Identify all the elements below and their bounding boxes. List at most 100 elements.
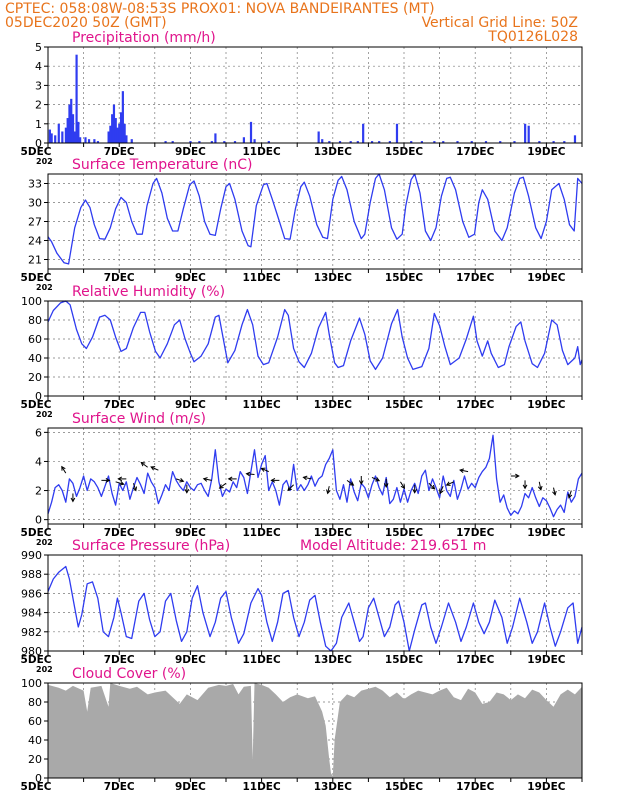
header-run-time: 05DEC2020 50Z (GMT) — [5, 15, 167, 31]
temp-year-fragment: 202 — [36, 283, 53, 292]
pressure-xtick-label-4: 13DEC — [314, 654, 353, 666]
wind-arrow-head-29 — [515, 473, 520, 479]
cloud-ytick-label-4: 80 — [28, 696, 42, 709]
wind-arrow-head-24 — [412, 488, 418, 494]
precip-bar-41 — [267, 141, 270, 143]
precip-ytick-label-1: 1 — [35, 118, 42, 131]
cloud-xtick-label-2: 9DEC — [175, 781, 206, 793]
wind-arrow-head-30 — [522, 484, 528, 490]
wind-xtick-label-5: 15DEC — [385, 527, 424, 539]
wind-arrow-27 — [446, 481, 455, 486]
precip-ytick-label-4: 4 — [35, 60, 42, 73]
temp-xtick-label-1: 7DEC — [104, 272, 135, 284]
precip-xtick-label-2: 9DEC — [175, 146, 206, 158]
precip-bar-10 — [73, 131, 76, 143]
precip-bar-55 — [433, 141, 436, 143]
wind-arrow-10 — [203, 478, 212, 481]
wind-arrow-head-21 — [375, 477, 381, 482]
pressure-ytick-label-4: 988 — [21, 568, 42, 581]
humidity-xtick-label-6: 17DEC — [456, 399, 495, 411]
wind-arrow-8 — [176, 478, 184, 482]
precip-xtick-label-6: 17DEC — [456, 146, 495, 158]
pressure-xtick-label-5: 15DEC — [385, 654, 424, 666]
cloud-ytick-label-2: 40 — [28, 734, 42, 747]
wind-arrow-0 — [61, 466, 67, 474]
humidity-xtick-label-2: 9DEC — [175, 399, 206, 411]
wind-arrow-head-16 — [287, 486, 293, 492]
humidity-xtick-label-3: 11DEC — [242, 399, 281, 411]
precip-bar-29 — [130, 139, 133, 143]
precip-bar-38 — [242, 137, 245, 143]
precip-bar-24 — [118, 123, 121, 143]
humidity-ytick-label-1: 20 — [28, 371, 42, 384]
wind-arrow-5 — [132, 483, 137, 491]
wind-xtick-label-3: 11DEC — [242, 527, 281, 539]
humidity-title: Relative Humidity (%) — [72, 284, 225, 300]
wind-arrow-head-12 — [227, 476, 233, 482]
precip-bar-14 — [84, 137, 87, 143]
cloud-ytick-label-1: 20 — [28, 753, 42, 766]
precip-bar-15 — [87, 139, 91, 143]
pressure-xtick-label-0: 5DEC — [21, 654, 52, 666]
wind-arrow-head-25 — [430, 484, 436, 490]
precip-bar-5 — [64, 127, 67, 143]
precip-ytick-label-0: 0 — [35, 137, 42, 150]
precip-bar-8 — [70, 98, 73, 143]
precip-bar-35 — [214, 133, 217, 143]
precip-xtick-label-1: 7DEC — [104, 146, 135, 158]
humidity-ytick-label-0: 0 — [35, 390, 42, 403]
precip-xtick-label-4: 13DEC — [314, 146, 353, 158]
precip-bar-58 — [470, 141, 473, 143]
wind-arrow-head-14 — [260, 467, 266, 472]
humidity-xtick-label-7: 19DEC — [527, 399, 566, 411]
temp-ytick-label-4: 33 — [28, 178, 42, 191]
temp-xtick-label-0: 5DEC — [21, 272, 52, 284]
precip-bar-56 — [442, 141, 445, 143]
wind-arrow-17 — [303, 476, 312, 480]
wind-arrow-3 — [115, 481, 124, 485]
wind-arrow-head-8 — [179, 478, 185, 483]
precip-bar-17 — [96, 141, 100, 143]
precip-bar-16 — [93, 139, 96, 143]
precip-bar-18 — [107, 131, 110, 143]
precip-ytick-label-3: 3 — [35, 79, 42, 92]
wind-ytick-label-0: 0 — [35, 514, 42, 527]
precip-bar-30 — [164, 141, 167, 143]
wind-xtick-label-0: 5DEC — [21, 527, 52, 539]
precip-bar-33 — [198, 141, 201, 143]
wind-arrow-head-11 — [218, 484, 224, 489]
precip-bar-39 — [249, 121, 253, 143]
precip-bar-1 — [50, 133, 53, 143]
precip-bar-43 — [321, 139, 324, 143]
pressure-frame — [47, 554, 583, 652]
header-model-id: TQ0126L028 — [488, 29, 578, 45]
pressure-xtick-label-6: 17DEC — [456, 654, 495, 666]
wind-arrow-head-22 — [383, 483, 389, 488]
precip-bar-23 — [116, 127, 119, 143]
precip-bar-22 — [114, 118, 117, 143]
pressure-ytick-label-0: 980 — [21, 645, 42, 658]
precip-bar-0 — [48, 129, 51, 143]
precip-bar-4 — [61, 131, 64, 143]
temp-title: Surface Temperature (nC) — [72, 157, 253, 173]
pressure-year-fragment: 202 — [36, 665, 53, 674]
wind-arrow-head-23 — [400, 484, 405, 490]
wind-ytick-label-2: 4 — [35, 455, 42, 468]
wind-arrow-head-33 — [567, 493, 573, 499]
precip-bar-31 — [171, 141, 174, 143]
precip-bar-44 — [328, 141, 331, 143]
cloud-xtick-label-4: 13DEC — [314, 781, 353, 793]
precip-bar-34 — [210, 141, 213, 143]
humidity-xtick-label-1: 7DEC — [104, 399, 135, 411]
temp-ytick-label-2: 27 — [28, 216, 42, 229]
precip-bar-40 — [253, 139, 256, 143]
cloud-frame — [47, 682, 583, 779]
wind-arrow-19 — [346, 479, 354, 486]
wind-arrow-head-26 — [439, 489, 444, 495]
precip-bar-61 — [513, 141, 516, 143]
header-station: CPTEC: 058:08W-08:53S PROX01: NOVA BANDE… — [5, 1, 435, 17]
temp-xtick-label-3: 11DEC — [242, 272, 281, 284]
wind-arrow-head-13 — [245, 471, 251, 477]
precip-bar-20 — [111, 114, 114, 143]
precip-bar-48 — [362, 123, 365, 143]
